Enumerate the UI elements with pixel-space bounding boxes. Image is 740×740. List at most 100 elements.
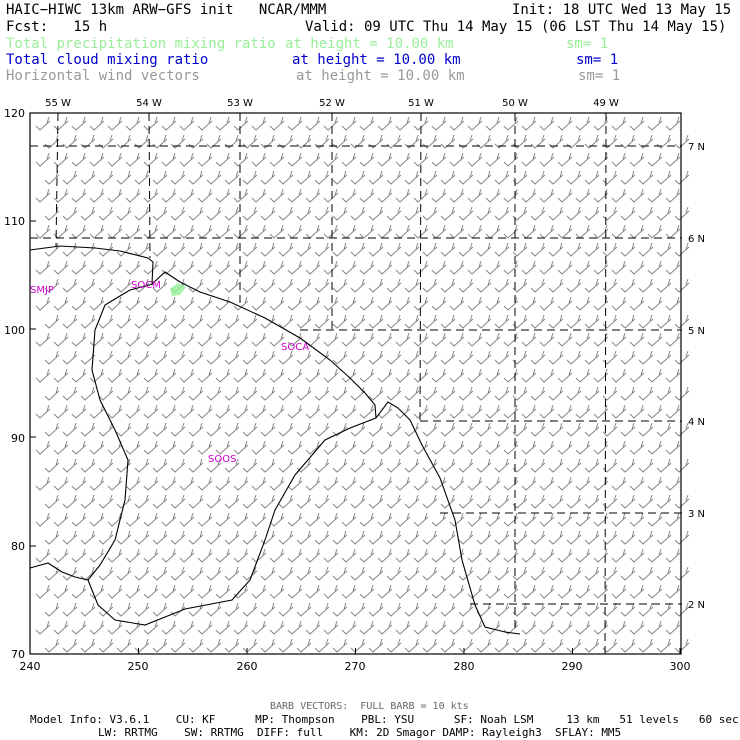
wind-barb	[413, 152, 429, 167]
wind-barb	[71, 116, 87, 131]
wind-barb	[233, 368, 249, 383]
wind-barb	[251, 224, 267, 239]
wind-barb	[431, 188, 447, 203]
wind-barb	[530, 602, 546, 617]
wind-barb	[386, 386, 402, 401]
wind-barb	[305, 404, 321, 419]
wind-barb	[161, 620, 177, 635]
wind-barb	[674, 350, 690, 365]
wind-barb	[494, 458, 510, 473]
wind-barb	[521, 116, 537, 131]
wind-barb	[71, 476, 87, 491]
wind-barb	[458, 350, 474, 365]
wind-barb	[53, 476, 69, 491]
wind-barb	[503, 440, 519, 455]
wind-barb	[71, 440, 87, 455]
wind-barb	[341, 296, 357, 311]
wind-barb	[512, 494, 528, 509]
wind-barb	[305, 440, 321, 455]
wind-barb	[296, 602, 312, 617]
wind-barb	[251, 296, 267, 311]
wind-barb	[143, 116, 159, 131]
wind-barb	[548, 602, 564, 617]
wind-barb	[665, 116, 681, 131]
wind-barb	[62, 206, 78, 221]
wind-barb	[674, 134, 690, 149]
wind-barb	[179, 296, 195, 311]
wind-barb	[638, 314, 654, 329]
wind-barb	[53, 296, 69, 311]
wind-barb	[215, 224, 231, 239]
wind-barb	[611, 584, 627, 599]
wind-barb	[575, 584, 591, 599]
wind-barb	[53, 332, 69, 347]
model-info-line-2: LW: RRTMG SW: RRTMG DIFF: full KM: 2D Sm…	[98, 726, 622, 739]
wind-barb	[206, 566, 222, 581]
wind-barb	[485, 512, 501, 527]
wind-barb	[206, 638, 222, 653]
wind-barb	[242, 458, 258, 473]
wind-barb	[566, 386, 582, 401]
wind-barb	[377, 404, 393, 419]
wind-barb	[125, 440, 141, 455]
wind-barb	[62, 422, 78, 437]
wind-barb	[557, 512, 573, 527]
wind-barb	[197, 548, 213, 563]
wind-barb	[602, 314, 618, 329]
wind-barb	[89, 188, 105, 203]
wind-barb	[404, 422, 420, 437]
wind-barb	[431, 116, 447, 131]
wind-barb	[332, 134, 348, 149]
wind-barb	[197, 440, 213, 455]
wind-barb	[458, 206, 474, 221]
wind-barb	[584, 206, 600, 221]
wind-barb	[422, 134, 438, 149]
wind-barb	[431, 332, 447, 347]
wind-barb	[332, 314, 348, 329]
wind-barb	[440, 422, 456, 437]
wind-barb	[620, 350, 636, 365]
wind-barb	[404, 206, 420, 221]
wind-barb	[98, 206, 114, 221]
wind-barb	[215, 584, 231, 599]
wind-barb	[224, 386, 240, 401]
wind-barb	[386, 458, 402, 473]
wind-barb	[512, 206, 528, 221]
wind-barb	[98, 530, 114, 545]
wind-barb	[116, 206, 132, 221]
wind-barb	[224, 314, 240, 329]
wind-barb	[377, 224, 393, 239]
wind-barb	[449, 152, 465, 167]
wind-barb	[422, 350, 438, 365]
x-tick-260: 260	[237, 660, 258, 673]
lon-label-54w: 54 W	[136, 98, 162, 109]
wind-barb	[224, 278, 240, 293]
wind-barb	[674, 494, 690, 509]
wind-barb	[170, 314, 186, 329]
field-2-name: Total cloud mixing ratio	[6, 52, 209, 68]
wind-barb	[494, 566, 510, 581]
wind-barb	[368, 422, 384, 437]
wind-barb	[98, 458, 114, 473]
wind-barb	[449, 296, 465, 311]
wind-barb	[332, 602, 348, 617]
wind-barb	[611, 476, 627, 491]
wind-barb	[584, 530, 600, 545]
wind-barb	[71, 368, 87, 383]
wind-barb	[359, 296, 375, 311]
wind-barb	[395, 512, 411, 527]
wind-barb	[350, 458, 366, 473]
wind-barb	[395, 548, 411, 563]
wind-barb	[575, 224, 591, 239]
wind-barb	[584, 134, 600, 149]
wind-barb	[620, 566, 636, 581]
wind-barb	[197, 152, 213, 167]
wind-barb	[602, 350, 618, 365]
wind-barb	[602, 386, 618, 401]
wind-barb	[71, 260, 87, 275]
station-soos: SOOS	[208, 454, 236, 465]
wind-barb	[494, 602, 510, 617]
wind-barb	[575, 296, 591, 311]
wind-barb	[350, 566, 366, 581]
wind-barb	[89, 548, 105, 563]
